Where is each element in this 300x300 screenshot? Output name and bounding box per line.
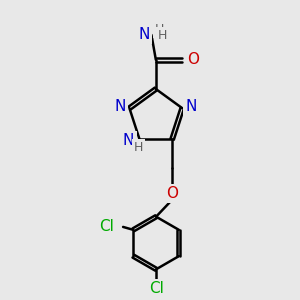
Text: N: N bbox=[123, 133, 134, 148]
Text: H: H bbox=[155, 23, 164, 36]
Text: O: O bbox=[166, 186, 178, 201]
Text: N: N bbox=[139, 27, 150, 42]
Text: H: H bbox=[134, 141, 143, 154]
Text: Cl: Cl bbox=[149, 281, 164, 296]
Text: N: N bbox=[186, 99, 197, 114]
Text: H: H bbox=[158, 29, 167, 42]
Text: N: N bbox=[115, 99, 126, 114]
Text: Cl: Cl bbox=[99, 219, 114, 234]
Text: O: O bbox=[188, 52, 200, 67]
